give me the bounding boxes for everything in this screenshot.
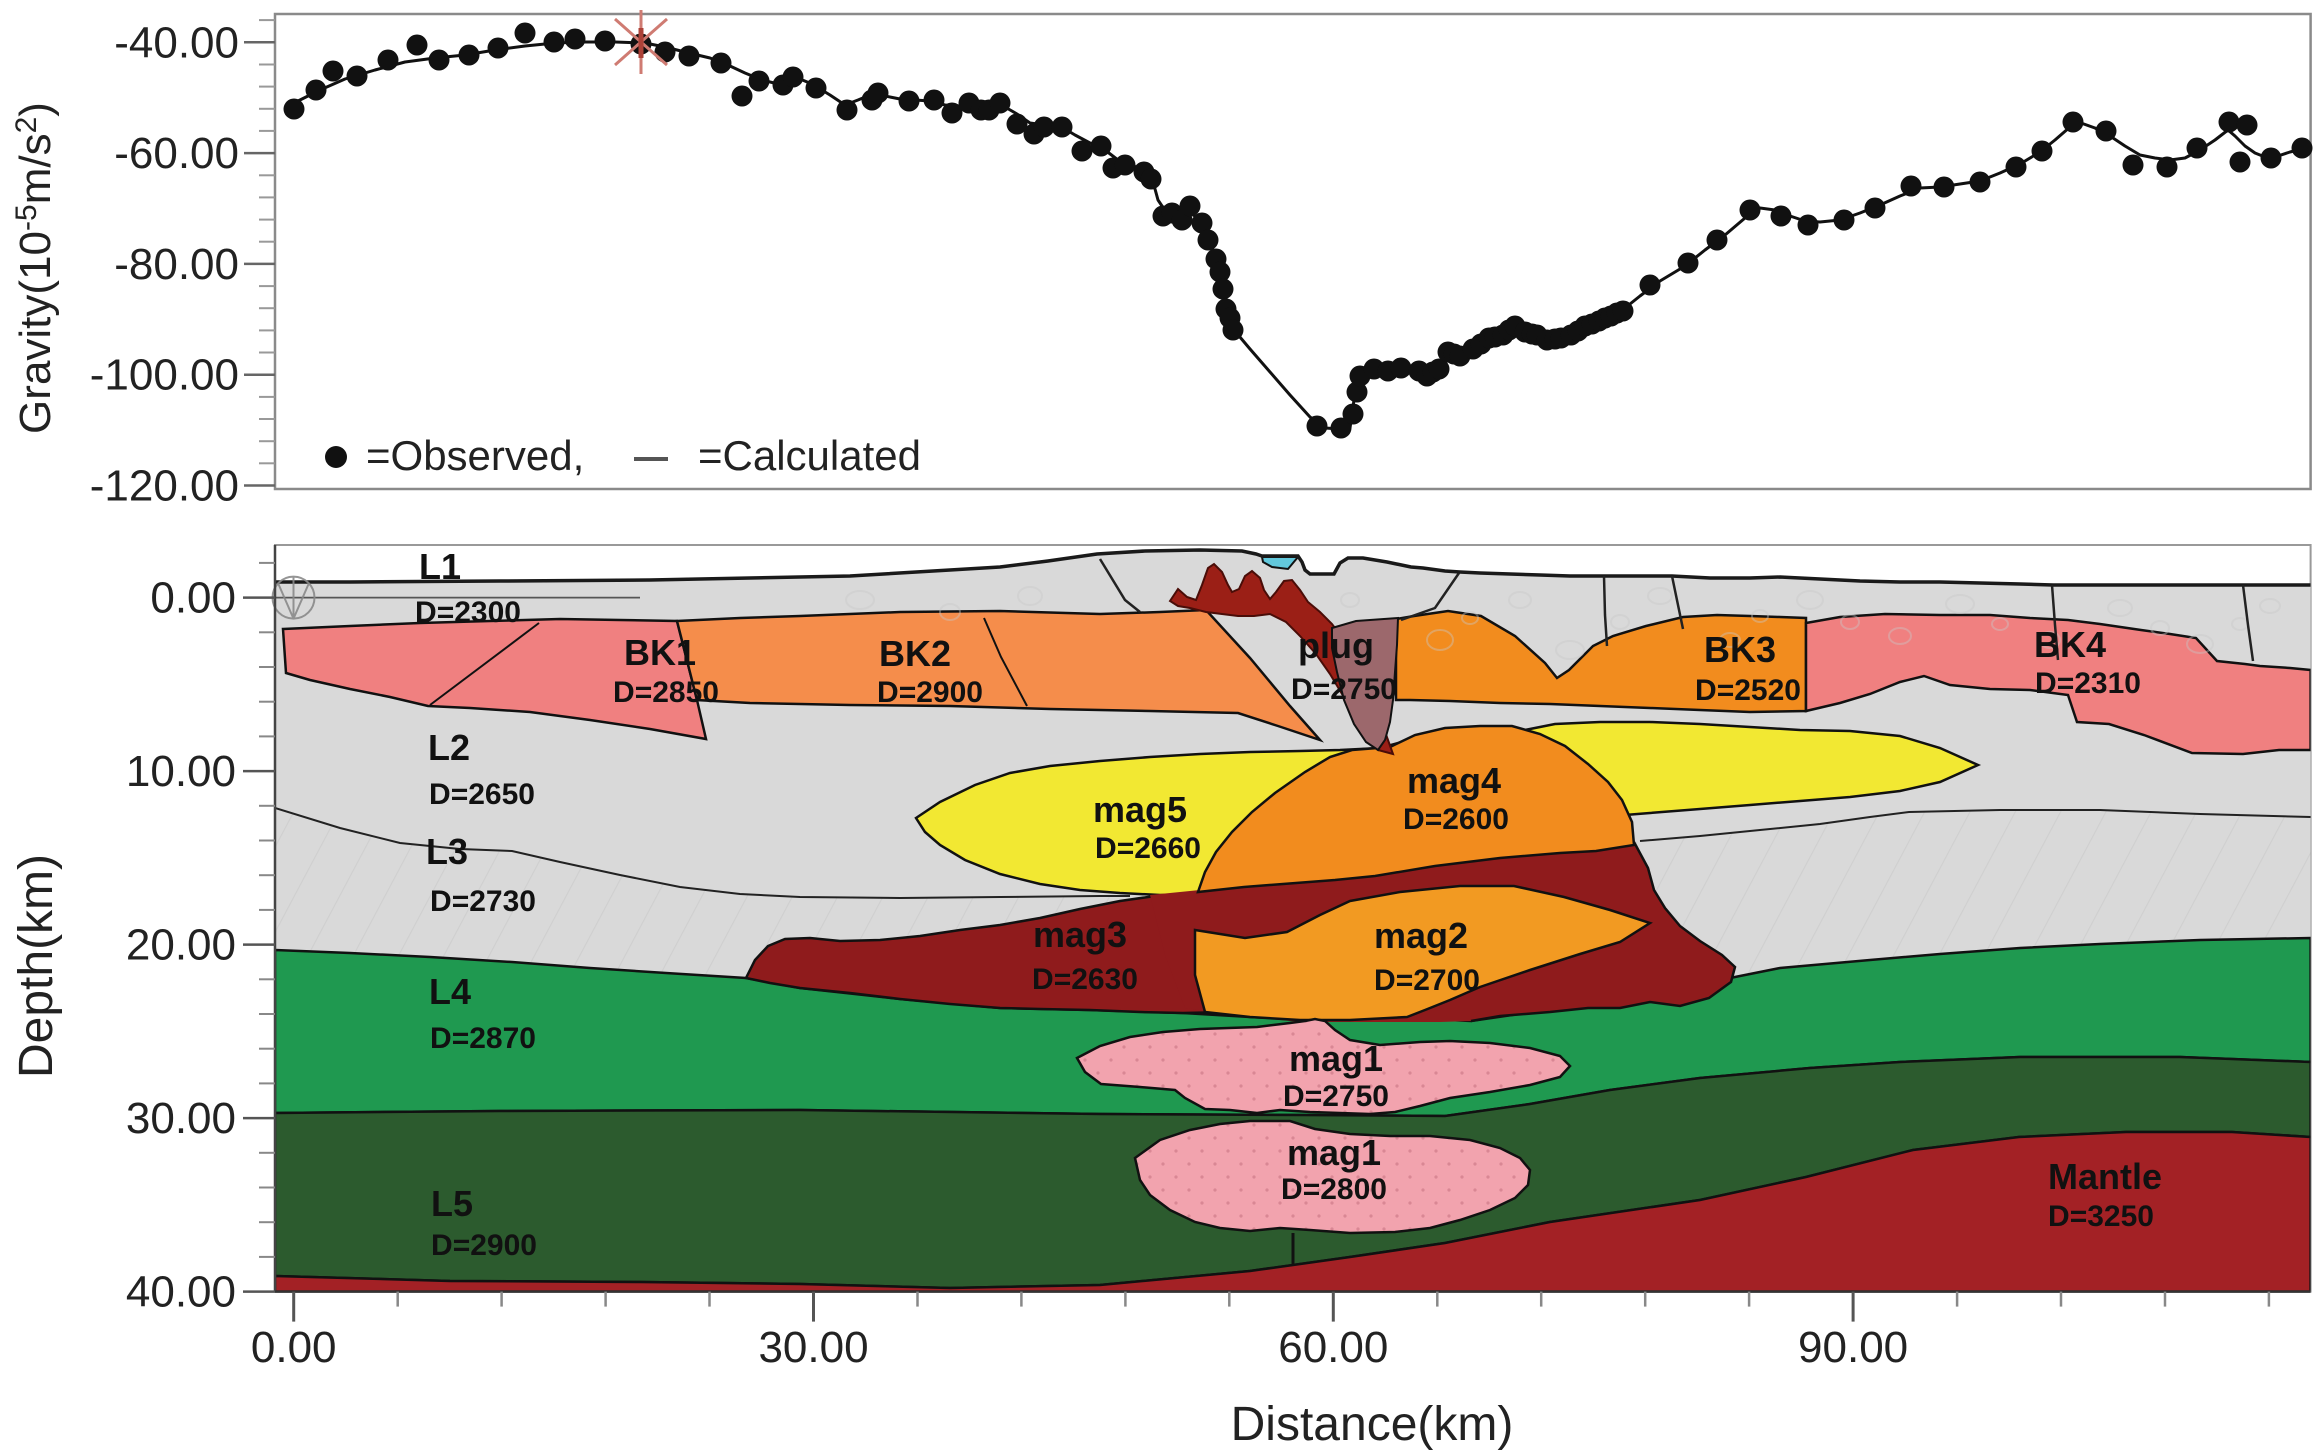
svg-text:L5: L5 (431, 1183, 473, 1224)
svg-text:L2: L2 (428, 727, 470, 768)
svg-text:Gravity(10-5m/s2): Gravity(10-5m/s2) (10, 102, 60, 434)
svg-text:=Observed,: =Observed, (366, 432, 584, 479)
svg-text:40.00: 40.00 (126, 1268, 236, 1317)
svg-text:plug: plug (1298, 625, 1374, 666)
svg-text:30.00: 30.00 (126, 1094, 236, 1143)
svg-text:-120.00: -120.00 (90, 462, 239, 511)
svg-text:D=2900: D=2900 (877, 676, 983, 709)
svg-text:90.00: 90.00 (1798, 1323, 1908, 1372)
svg-text:BK1: BK1 (624, 632, 696, 673)
svg-text:BK2: BK2 (879, 633, 951, 674)
svg-text:-60.00: -60.00 (114, 129, 239, 178)
svg-text:D=2750: D=2750 (1283, 1080, 1389, 1113)
svg-text:BK4: BK4 (2034, 624, 2106, 665)
svg-text:0.00: 0.00 (150, 574, 236, 623)
svg-text:L4: L4 (429, 971, 471, 1012)
svg-text:D=2630: D=2630 (1032, 963, 1138, 996)
svg-text:mag1: mag1 (1287, 1132, 1381, 1173)
svg-text:BK3: BK3 (1704, 629, 1776, 670)
svg-text:mag1: mag1 (1289, 1038, 1383, 1079)
svg-text:D=2800: D=2800 (1281, 1173, 1387, 1206)
svg-text:10.00: 10.00 (126, 747, 236, 796)
svg-text:mag4: mag4 (1407, 760, 1501, 801)
svg-text:mag3: mag3 (1033, 914, 1127, 955)
svg-text:D=2850: D=2850 (613, 676, 719, 709)
svg-text:L3: L3 (426, 831, 468, 872)
svg-text:-80.00: -80.00 (114, 240, 239, 289)
svg-text:30.00: 30.00 (758, 1323, 868, 1372)
svg-text:Depth(km): Depth(km) (10, 854, 63, 1078)
svg-text:D=2310: D=2310 (2035, 667, 2141, 700)
svg-text:=Calculated: =Calculated (698, 432, 921, 479)
svg-text:D=2700: D=2700 (1374, 964, 1480, 997)
svg-text:D=2600: D=2600 (1403, 803, 1509, 836)
svg-text:D=2520: D=2520 (1695, 674, 1801, 707)
svg-text:Mantle: Mantle (2048, 1156, 2162, 1197)
svg-text:D=3250: D=3250 (2048, 1200, 2154, 1233)
svg-text:D=2730: D=2730 (430, 885, 536, 918)
svg-text:D=2660: D=2660 (1095, 832, 1201, 865)
svg-text:-40.00: -40.00 (114, 18, 239, 67)
svg-text:20.00: 20.00 (126, 921, 236, 970)
svg-text:60.00: 60.00 (1278, 1323, 1388, 1372)
svg-text:L1: L1 (419, 546, 461, 587)
svg-text:D=2650: D=2650 (429, 778, 535, 811)
svg-text:mag2: mag2 (1374, 915, 1468, 956)
svg-text:D=2900: D=2900 (431, 1229, 537, 1262)
svg-text:Distance(km): Distance(km) (1231, 1398, 1514, 1451)
svg-text:-100.00: -100.00 (90, 351, 239, 400)
svg-text:D=2870: D=2870 (430, 1022, 536, 1055)
svg-text:mag5: mag5 (1093, 789, 1187, 830)
svg-text:0.00: 0.00 (251, 1323, 337, 1372)
svg-text:D=2300: D=2300 (415, 596, 521, 629)
svg-text:D=2750: D=2750 (1291, 673, 1397, 706)
